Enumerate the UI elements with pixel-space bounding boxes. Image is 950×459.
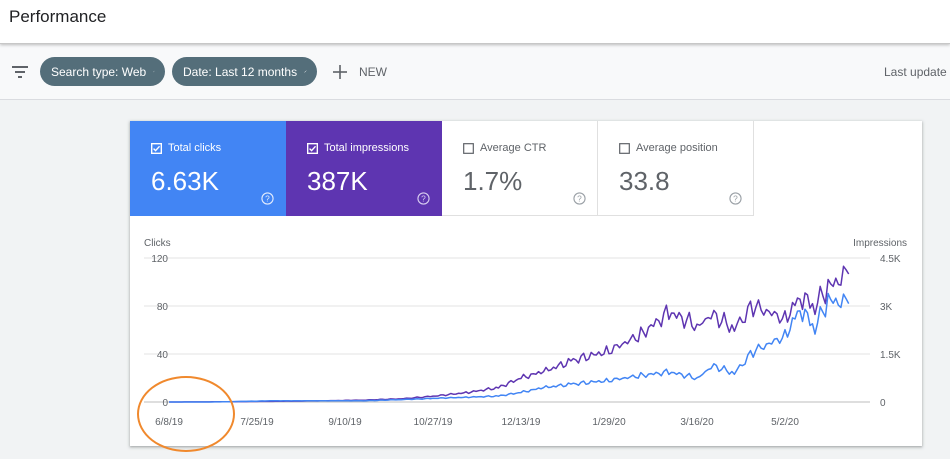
- y-right-tick-label: 1.5K: [880, 350, 901, 361]
- x-tick-label: 3/16/20: [680, 417, 714, 428]
- search-type-chip[interactable]: Search type: Web: [40, 57, 165, 86]
- x-axis-ticks: 6/8/19 7/25/19 9/10/19 10/27/19 12/13/19 1/29…: [155, 417, 799, 428]
- page-header: Performance: [0, 0, 950, 44]
- help-icon[interactable]: ?: [729, 192, 742, 205]
- average-position-value: 33.8: [619, 166, 670, 196]
- y-left-axis-label: Clicks: [144, 238, 171, 249]
- x-tick-label: 12/13/19: [502, 417, 541, 428]
- help-icon[interactable]: ?: [417, 192, 430, 205]
- pencil-icon: [304, 70, 307, 73]
- y-right-tick-label: 4.5K: [880, 254, 901, 265]
- new-filter-label: NEW: [359, 64, 387, 79]
- search-type-chip-label: Search type: Web: [51, 64, 147, 79]
- average-ctr-metric[interactable]: Average CTR 1.7% ?: [442, 121, 598, 216]
- performance-chart: Clicks Impressions 120 80 40 0 4.5K 3K 1…: [144, 238, 907, 428]
- total-impressions-metric[interactable]: Total impressions 387K ?: [286, 121, 442, 216]
- page-title: Performance: [9, 7, 107, 26]
- svg-text:?: ?: [577, 194, 582, 204]
- y-right-axis-label: Impressions: [853, 238, 907, 249]
- y-left-tick-label: 0: [162, 398, 168, 409]
- y-left-tick-label: 120: [151, 254, 168, 265]
- svg-text:?: ?: [733, 194, 738, 204]
- average-position-label: Average position: [636, 142, 718, 154]
- impressions-series-line: [169, 265, 850, 403]
- average-ctr-label: Average CTR: [480, 142, 547, 154]
- x-tick-label: 9/10/19: [328, 417, 362, 428]
- average-ctr-value: 1.7%: [463, 166, 523, 196]
- x-tick-label: 5/2/20: [771, 417, 799, 428]
- checkbox-unchecked-icon[interactable]: [463, 142, 474, 154]
- y-right-tick-label: 0: [880, 398, 886, 409]
- y-right-tick-label: 3K: [880, 302, 893, 313]
- total-clicks-metric[interactable]: Total clicks 6.63K ?: [130, 121, 286, 216]
- help-icon[interactable]: ?: [573, 192, 586, 205]
- x-tick-label: 6/8/19: [155, 417, 183, 428]
- pencil-icon: [153, 70, 155, 73]
- svg-text:?: ?: [265, 194, 270, 204]
- checkbox-checked-icon[interactable]: [307, 142, 318, 154]
- date-range-chip[interactable]: Date: Last 12 months: [172, 57, 317, 86]
- filter-icon[interactable]: [11, 64, 29, 80]
- total-clicks-label: Total clicks: [168, 142, 222, 154]
- y-left-tick-label: 40: [157, 350, 169, 361]
- help-icon[interactable]: ?: [261, 192, 274, 205]
- x-tick-label: 7/25/19: [240, 417, 274, 428]
- clicks-series-line: [169, 292, 850, 403]
- svg-text:?: ?: [421, 194, 426, 204]
- total-impressions-label: Total impressions: [324, 142, 409, 154]
- performance-card: Clicks Impressions 120 80 40 0 4.5K 3K 1…: [130, 121, 922, 446]
- average-position-metric[interactable]: Average position 33.8 ?: [598, 121, 754, 216]
- total-impressions-value: 387K: [307, 166, 368, 196]
- new-filter-button[interactable]: NEW: [333, 57, 387, 86]
- total-clicks-value: 6.63K: [151, 166, 219, 196]
- date-range-chip-label: Date: Last 12 months: [183, 64, 298, 79]
- checkbox-unchecked-icon[interactable]: [619, 142, 630, 154]
- y-left-tick-label: 80: [157, 302, 169, 313]
- x-tick-label: 10/27/19: [414, 417, 453, 428]
- filter-toolbar: Search type: Web Date: Last 12 months NE…: [0, 44, 950, 100]
- x-tick-label: 1/29/20: [592, 417, 626, 428]
- plus-icon: [333, 64, 347, 79]
- checkbox-checked-icon[interactable]: [151, 142, 162, 154]
- last-update-text: Last update: [884, 65, 947, 79]
- chart-series: [169, 265, 850, 403]
